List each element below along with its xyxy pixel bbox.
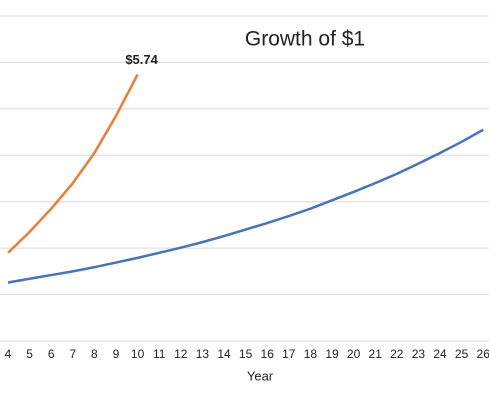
series-line bbox=[7, 73, 139, 254]
x-tick-label: 15 bbox=[239, 347, 253, 361]
x-tick-label: 21 bbox=[369, 347, 383, 361]
x-tick-label: 25 bbox=[455, 347, 469, 361]
chart-title: Growth of $1 bbox=[245, 28, 365, 51]
x-tick-label: 5 bbox=[26, 347, 33, 361]
x-tick-label: 7 bbox=[69, 347, 76, 361]
x-tick-label: 14 bbox=[217, 347, 231, 361]
x-tick-label: 20 bbox=[347, 347, 361, 361]
x-tick-label: 4 bbox=[5, 347, 12, 361]
x-tick-label: 11 bbox=[153, 347, 166, 361]
x-tick-label: 23 bbox=[412, 347, 426, 361]
x-tick-label: 9 bbox=[113, 347, 120, 361]
x-tick-label: 22 bbox=[390, 347, 404, 361]
x-tick-label: 18 bbox=[304, 347, 318, 361]
x-tick-label: 24 bbox=[433, 347, 447, 361]
x-tick-label: 17 bbox=[282, 347, 296, 361]
x-tick-label: 19 bbox=[325, 347, 339, 361]
x-tick-label: 8 bbox=[91, 347, 98, 361]
x-tick-label: 10 bbox=[131, 347, 145, 361]
x-axis-label: Year bbox=[247, 368, 274, 383]
x-tick-label: 6 bbox=[48, 347, 55, 361]
x-tick-label: 26 bbox=[477, 347, 489, 361]
x-tick-label: 13 bbox=[196, 347, 210, 361]
data-label: $5.74 bbox=[125, 52, 158, 67]
x-tick-label: 16 bbox=[261, 347, 275, 361]
x-tick-label: 12 bbox=[174, 347, 188, 361]
series-line bbox=[7, 128, 484, 284]
